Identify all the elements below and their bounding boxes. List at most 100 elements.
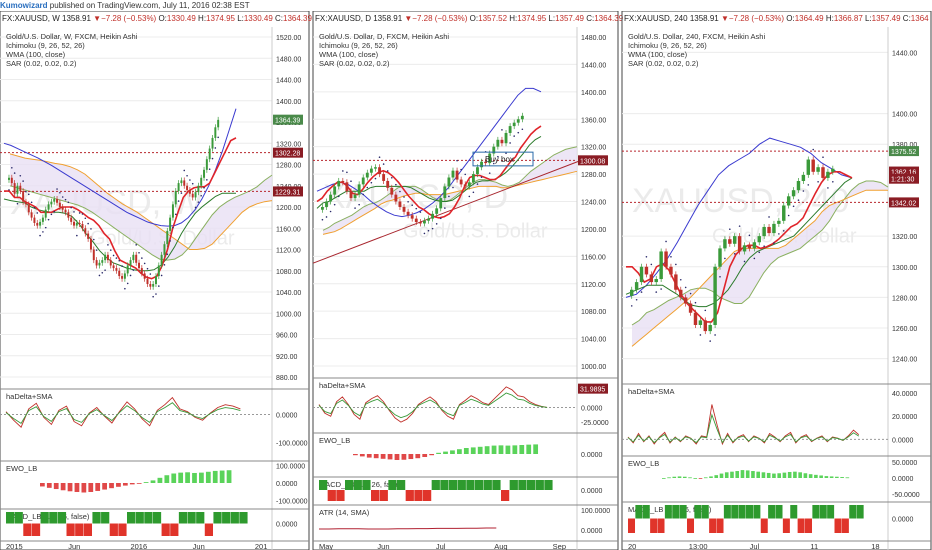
ewo-bar	[450, 450, 455, 454]
sar-dot	[166, 253, 169, 255]
sar-dot	[714, 334, 716, 336]
candle	[118, 270, 121, 277]
sar-dot	[350, 180, 352, 183]
ewo-bar	[74, 483, 80, 492]
macd-bar	[379, 490, 388, 501]
y-tick-label: 1160.00	[276, 226, 301, 233]
candle	[39, 221, 42, 226]
candle	[13, 183, 16, 194]
candle	[447, 177, 451, 187]
hadelta-line	[627, 404, 860, 446]
sar-dot	[382, 163, 385, 165]
sar-dot	[39, 234, 41, 237]
candle	[188, 190, 191, 194]
sar-dot	[807, 184, 810, 186]
sub-y-tick: 0.0000	[581, 528, 603, 535]
candle	[378, 167, 381, 175]
candle	[321, 206, 324, 210]
sar-dot	[753, 257, 756, 260]
y-tick-label: 1480.00	[276, 56, 301, 63]
price-tag-label: 1229.31	[275, 189, 300, 196]
sar-dot	[44, 226, 47, 229]
macd-bar	[213, 512, 222, 524]
candle	[217, 119, 220, 128]
macd-bar	[196, 512, 205, 524]
sar-dot	[132, 269, 135, 271]
ewo-bar	[205, 471, 211, 483]
sar-dot	[501, 129, 503, 131]
sub-y-tick: 0.0000	[581, 452, 603, 459]
sub-y-tick: -25.0000	[581, 420, 609, 427]
ewo-bar	[835, 476, 839, 478]
sar-dot	[497, 155, 499, 158]
buy-box	[472, 151, 534, 167]
macd-bar	[701, 505, 709, 519]
multi-chart-canvas[interactable]: FX:XAUUSD, W 1358.91 ▼−7.28 (−0.53%) O:1…	[0, 11, 932, 550]
sar-dot	[84, 217, 87, 220]
y-tick-label: 1400.00	[276, 99, 301, 106]
candle	[390, 187, 394, 195]
candle	[737, 236, 742, 252]
ewo-bar	[150, 480, 156, 483]
ewo-bar	[95, 483, 101, 491]
wma-line	[3, 108, 237, 227]
macd-bar	[135, 512, 144, 524]
candle	[747, 245, 752, 249]
ewo-bar	[703, 477, 708, 479]
sub-y-tick: 100.0000	[276, 464, 305, 471]
sar-dot	[186, 174, 188, 177]
candle	[337, 180, 341, 187]
candle	[796, 180, 801, 191]
candle	[123, 273, 126, 279]
ewo-bar	[730, 471, 734, 478]
candle	[386, 180, 390, 188]
y-tick-label: 1440.00	[892, 50, 917, 57]
sar-dot	[321, 218, 324, 221]
h-key: H:	[826, 14, 834, 23]
ewo-bar	[808, 474, 813, 478]
y-tick-label: 1480.00	[581, 35, 606, 42]
ewo-bar	[824, 476, 829, 478]
candle	[157, 265, 160, 277]
sar-dot	[476, 183, 479, 185]
macd-bar	[518, 480, 527, 490]
sar-dot	[115, 257, 118, 259]
y-tick-label: 960.00	[276, 333, 298, 340]
legend-entry: SAR (0.02, 0.02, 0.2)	[6, 59, 77, 68]
sub-pane-title: haDelta+SMA	[628, 387, 674, 396]
candle	[101, 260, 104, 263]
candle	[345, 182, 349, 192]
macd-bar	[544, 480, 553, 490]
candle	[742, 245, 747, 252]
candle	[208, 148, 211, 160]
candle	[476, 167, 479, 175]
ewo-bar	[740, 470, 745, 478]
sar-dot	[36, 212, 39, 214]
ewo-bar	[829, 476, 834, 478]
candle	[451, 170, 455, 178]
candle	[47, 204, 50, 210]
c-key: C:	[275, 14, 283, 23]
legend-entry: Ichimoku (9, 26, 52, 26)	[319, 41, 398, 50]
c-key: C:	[586, 14, 594, 23]
sar-dot	[439, 217, 442, 220]
sar-dot	[112, 254, 115, 257]
sar-dot	[8, 189, 10, 191]
candle	[382, 174, 386, 181]
sar-dot	[758, 251, 761, 254]
price-tag	[889, 197, 919, 208]
sar-dot	[415, 207, 418, 210]
h-value: 1374.95	[206, 14, 237, 23]
candle	[459, 179, 463, 185]
candle	[30, 212, 33, 218]
ewo-bar	[380, 454, 386, 459]
candle	[203, 169, 206, 178]
macd-bar	[40, 512, 49, 524]
panel-border	[0, 11, 310, 550]
sar-dot	[146, 267, 149, 270]
o-value: 1364.49	[795, 14, 826, 23]
sar-dot	[333, 203, 336, 206]
author-link[interactable]: Kumowizard	[0, 1, 48, 10]
sar-dot	[684, 286, 687, 289]
ewo-bar	[484, 446, 490, 454]
